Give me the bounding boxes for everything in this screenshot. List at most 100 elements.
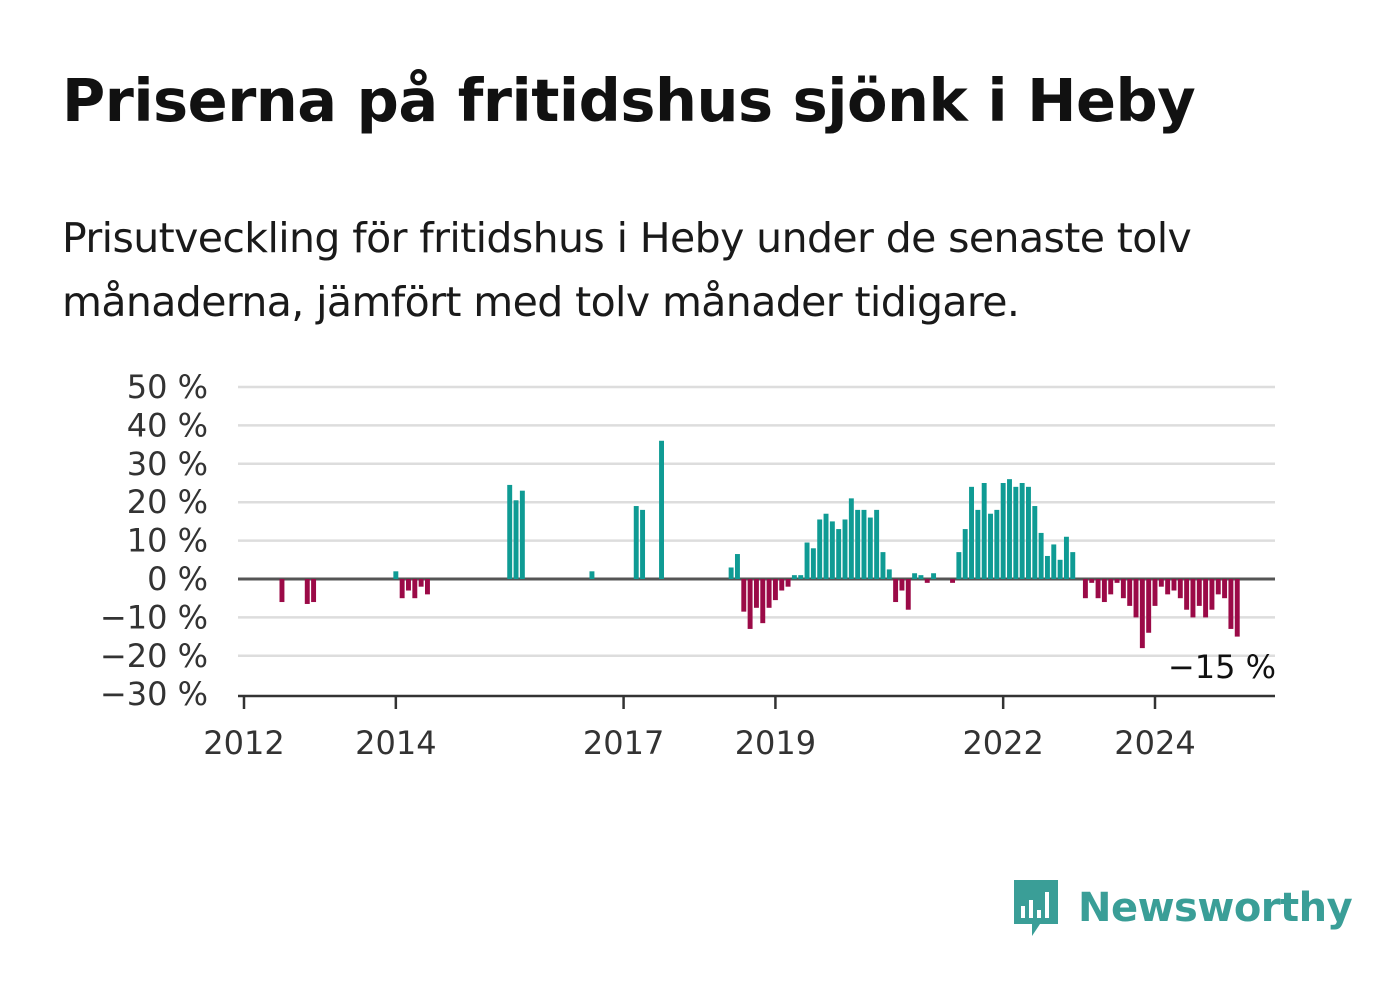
bar-2019-08 bbox=[817, 519, 823, 579]
bar-2024-10 bbox=[1209, 579, 1215, 610]
bar-2020-04 bbox=[867, 517, 873, 579]
bar-2023-12 bbox=[1146, 579, 1152, 633]
bar-2018-12 bbox=[766, 579, 772, 608]
y-axis: −30 %−20 %−10 %0 %10 %20 %30 %40 %50 % bbox=[100, 368, 208, 713]
bar-2022-11 bbox=[1063, 536, 1069, 579]
bar-2024-11 bbox=[1215, 579, 1221, 595]
bar-2014-02 bbox=[399, 579, 405, 599]
bar-2023-06 bbox=[1108, 579, 1114, 595]
newsworthy-logo: Newsworthy bbox=[1010, 876, 1353, 940]
bar-2024-12 bbox=[1222, 579, 1228, 599]
bar-2020-01 bbox=[848, 498, 854, 579]
bar-series bbox=[279, 440, 1240, 649]
bar-2022-05 bbox=[1026, 486, 1031, 579]
y-tick-label: 30 % bbox=[127, 445, 208, 483]
bar-2021-02 bbox=[931, 573, 937, 579]
bar-2024-09 bbox=[1203, 579, 1209, 618]
bar-2023-05 bbox=[1101, 579, 1107, 603]
bar-2021-01 bbox=[924, 579, 930, 583]
bar-2014-01 bbox=[393, 571, 399, 579]
y-tick-label: 10 % bbox=[127, 522, 208, 560]
bar-2019-05 bbox=[798, 575, 804, 579]
bar-2018-07 bbox=[734, 554, 740, 579]
bar-2018-09 bbox=[747, 579, 753, 629]
bar-2025-01 bbox=[1228, 579, 1234, 629]
bar-2019-11 bbox=[836, 529, 842, 579]
bar-2024-02 bbox=[1158, 579, 1164, 587]
x-tick-label: 2022 bbox=[962, 724, 1043, 762]
bar-2015-08 bbox=[513, 500, 519, 579]
bar-2018-11 bbox=[760, 579, 766, 624]
bar-2025-02 bbox=[1234, 579, 1240, 637]
bar-2020-06 bbox=[880, 552, 886, 579]
bar-2020-05 bbox=[874, 509, 880, 579]
bar-2020-12 bbox=[918, 575, 924, 579]
bar-2023-11 bbox=[1139, 579, 1145, 649]
bar-2019-12 bbox=[842, 519, 848, 579]
bar-2020-02 bbox=[855, 509, 861, 579]
bar-2024-03 bbox=[1165, 579, 1171, 595]
bar-2023-10 bbox=[1133, 579, 1139, 618]
bar-2019-03 bbox=[785, 579, 791, 587]
bar-2024-01 bbox=[1152, 579, 1158, 606]
bar-2019-07 bbox=[810, 548, 816, 579]
bar-2021-12 bbox=[994, 509, 1000, 579]
bar-2018-08 bbox=[741, 579, 747, 612]
bar-2021-08 bbox=[969, 486, 974, 579]
x-tick-label: 2019 bbox=[735, 724, 816, 762]
bar-2022-03 bbox=[1013, 486, 1019, 579]
bar-2024-07 bbox=[1190, 579, 1196, 618]
bar-2019-06 bbox=[804, 542, 810, 579]
bar-2021-05 bbox=[950, 579, 956, 583]
bar-2022-12 bbox=[1070, 552, 1076, 579]
logo-text: Newsworthy bbox=[1078, 885, 1353, 931]
bar-2022-06 bbox=[1032, 506, 1038, 579]
bar-2023-02 bbox=[1082, 579, 1088, 599]
bar-2017-07 bbox=[659, 440, 664, 579]
y-tick-label: 50 % bbox=[127, 368, 208, 406]
bar-2023-07 bbox=[1114, 579, 1120, 583]
x-tick-label: 2012 bbox=[203, 724, 284, 762]
y-tick-label: 20 % bbox=[127, 483, 208, 521]
bar-2014-03 bbox=[406, 579, 411, 591]
bar-2022-01 bbox=[1000, 483, 1006, 579]
bar-2019-09 bbox=[823, 513, 829, 579]
bar-2017-03 bbox=[633, 506, 639, 579]
y-tick-label: 0 % bbox=[147, 560, 208, 598]
bar-2024-04 bbox=[1171, 579, 1177, 591]
bar-2018-10 bbox=[753, 579, 759, 608]
bar-2018-06 bbox=[728, 567, 734, 579]
x-tick-label: 2017 bbox=[583, 724, 664, 762]
bar-2023-09 bbox=[1127, 579, 1133, 606]
bar-2024-08 bbox=[1196, 579, 1202, 606]
bar-2021-09 bbox=[975, 509, 981, 579]
bar-2012-07 bbox=[279, 579, 285, 603]
chart-subtitle: Prisutveckling för fritidshus i Heby und… bbox=[62, 214, 1192, 326]
x-axis: 2012 2014 2017 2019 2022 2024 bbox=[203, 694, 1275, 762]
bar-2015-07 bbox=[507, 484, 513, 579]
last-value-label: −15 % bbox=[1168, 648, 1276, 686]
bar-2023-04 bbox=[1095, 579, 1101, 599]
bar-2021-11 bbox=[988, 513, 993, 579]
bar-2019-10 bbox=[829, 521, 835, 579]
x-tick-label: 2024 bbox=[1114, 724, 1195, 762]
bar-chart-speech-bubble-icon bbox=[1014, 880, 1058, 936]
bar-2022-08 bbox=[1044, 555, 1050, 579]
bar-2014-06 bbox=[425, 579, 430, 595]
x-tick-label: 2014 bbox=[355, 724, 436, 762]
y-tick-label: 40 % bbox=[127, 406, 208, 444]
bar-2024-05 bbox=[1177, 579, 1183, 599]
bar-2023-08 bbox=[1120, 579, 1126, 599]
y-tick-label: −20 % bbox=[100, 637, 208, 675]
chart-title: Priserna på fritidshus sjönk i Heby bbox=[62, 66, 1196, 135]
bar-2019-02 bbox=[779, 579, 785, 591]
bar-2020-10 bbox=[905, 579, 911, 610]
bar-2021-10 bbox=[981, 483, 987, 579]
bar-2024-06 bbox=[1184, 579, 1190, 610]
bar-2023-03 bbox=[1089, 579, 1095, 583]
bar-2020-11 bbox=[912, 573, 918, 579]
bar-2014-04 bbox=[412, 579, 418, 599]
bar-2015-09 bbox=[519, 490, 525, 579]
bar-2022-07 bbox=[1038, 532, 1044, 579]
